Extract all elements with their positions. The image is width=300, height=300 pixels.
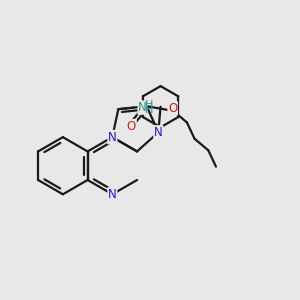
Text: O: O — [127, 120, 136, 133]
Text: N: N — [108, 130, 117, 144]
Text: N: N — [154, 126, 163, 139]
Text: H: H — [145, 100, 153, 110]
Text: N: N — [138, 101, 147, 114]
Text: H: H — [145, 106, 153, 116]
Text: O: O — [168, 102, 177, 115]
Text: N: N — [108, 188, 117, 201]
